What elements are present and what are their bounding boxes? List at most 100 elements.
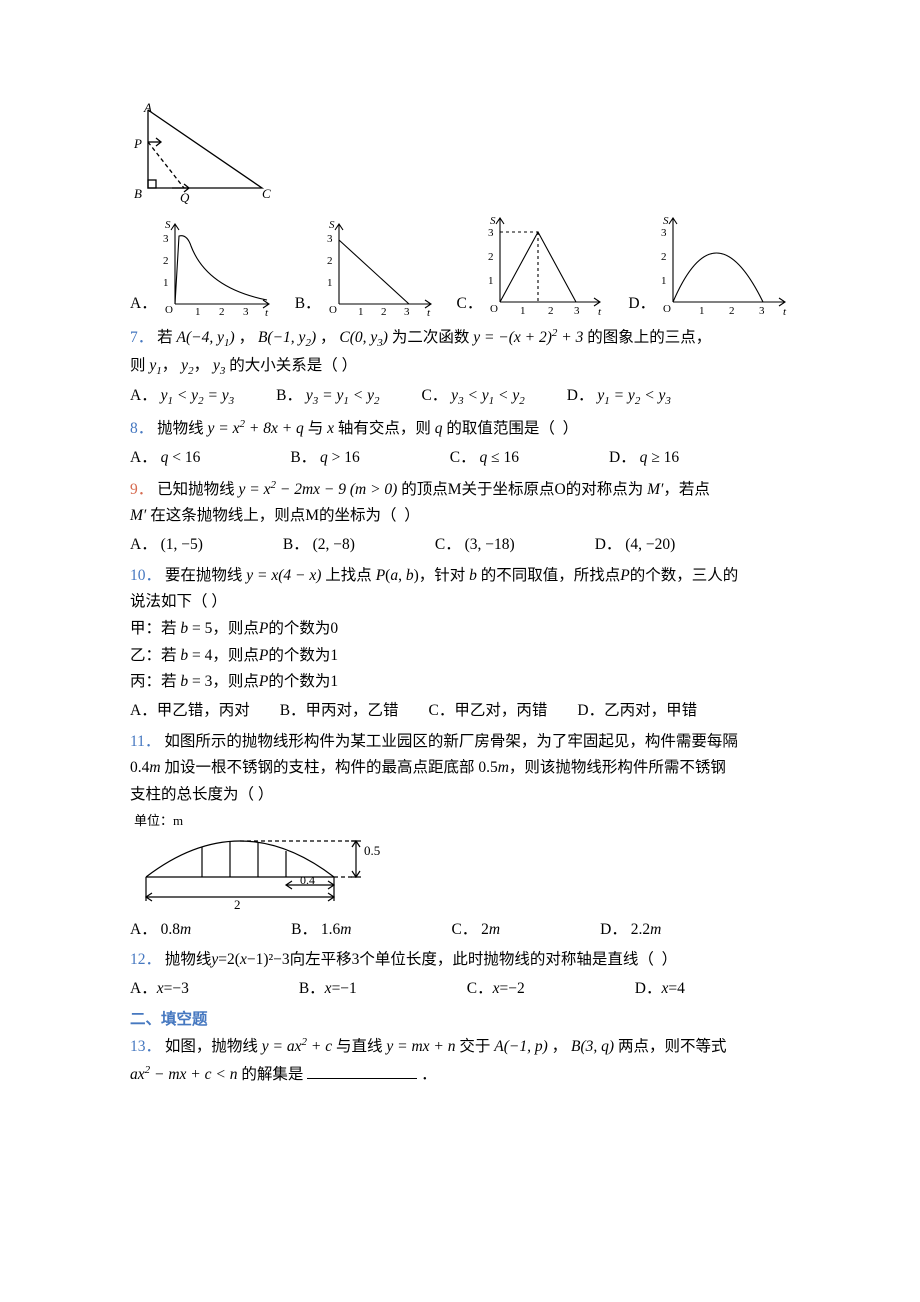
svg-text:O: O [663,303,671,315]
q7-B: B(−1, y2) [258,329,316,346]
graph-C: O 123 123 t S [482,212,610,318]
svg-text:1: 1 [163,277,169,289]
svg-text:1: 1 [661,275,667,287]
q11-unit-label: 单位：m [134,813,183,828]
q10-s1: 甲：若 b = 5，则点P的个数为0 [130,616,790,643]
svg-text:1: 1 [488,275,494,287]
q11-opt-D: D． 2.2m [600,917,661,944]
q7-text-2: 为二次函数 [392,329,473,346]
q8-opt-A: A． q < 16 [130,445,200,472]
q7-opt-A: A． y1 < y2 = y3 [130,383,234,411]
q11-line3: 支柱的总长度为（ ） [130,782,790,809]
svg-text:3: 3 [163,233,169,245]
q7-y3: y3 [213,357,225,374]
q9-func: y = x2 − 2mx − 9 (m > 0) [239,481,398,498]
svg-text:3: 3 [661,227,667,239]
svg-text:2: 2 [729,305,735,317]
q7-func: y = −(x + 2)2 + 3 [473,329,583,346]
q6-graph-row: A． O 123 123 t S B． [130,212,790,318]
q10: 10． 要在抛物线 y = x(4 − x) 上找点 P(a, b)，针对 b … [130,563,790,590]
q11-base-span: 2 [234,897,241,911]
q10-func: y = x(4 − x) [246,567,321,584]
q9: 9． 已知抛物线 y = x2 − 2mx − 9 (m > 0) 的顶点M关于… [130,476,790,504]
svg-text:3: 3 [404,306,410,318]
svg-text:3: 3 [488,227,494,239]
svg-text:S: S [165,219,171,231]
q13-text-4: 两点，则不等式 [618,1038,727,1055]
q8-text-1: 抛物线 [157,420,207,437]
q13-text-3: 交于 [459,1038,494,1055]
q8-options: A． q < 16 B． q > 16 C． q ≤ 16 D． q ≥ 16 [130,445,790,472]
svg-text:1: 1 [327,277,333,289]
q13-f1: y = ax2 + c [262,1038,332,1055]
q7-C: C(0, y3) [339,329,388,346]
svg-text:2: 2 [163,255,169,267]
opt-C-label: C． [457,291,483,318]
svg-text:1: 1 [699,305,705,317]
q12-options: A．x=−3 B．x=−1 C．x=−2 D．x=4 [130,976,790,1003]
q7-y1: y1 [149,357,161,374]
q11-opt-C: C． 2m [451,917,500,944]
label-Q: Q [180,190,190,205]
q7-text-1: 若 [157,329,176,346]
opt-B-label: B． [295,291,321,318]
svg-text:S: S [663,215,669,227]
q9-text-1: 已知抛物线 [157,481,238,498]
q12-opt-A: A．x=−3 [130,976,189,1003]
q13-blank [307,1064,417,1080]
label-P: P [133,136,142,151]
q10-text-2: 上找点 P(a, b)，针对 b 的不同取值，所找点P的个数，三人的 [325,567,738,584]
q13-A: A(−1, p) [494,1038,548,1055]
q11-num: 11． [130,733,160,750]
svg-text:t: t [598,306,602,318]
q7-sep2: ， [320,329,336,346]
svg-text:2: 2 [327,255,333,267]
q12-stem: 抛物线y=2(x−1)²−3向左平移3个单位长度，此时抛物线的对称轴是直线（ ） [165,951,677,968]
q13: 13． 如图，抛物线 y = ax2 + c 与直线 y = mx + n 交于… [130,1033,790,1061]
section-fill-blank: 二、填空题 [130,1007,790,1034]
q9-text-2: 的顶点M关于坐标原点O的对称点为 M′，若点 [401,481,710,498]
q12-num: 12． [130,951,161,968]
svg-text:2: 2 [219,306,225,318]
q13-line2: ax2 − mx + c < n 的解集是 ． [130,1061,790,1089]
q9-opt-B: B． (2, −8) [283,532,355,559]
opt-D-label: D． [628,291,655,318]
svg-text:t: t [783,306,787,318]
label-C: C [262,186,271,201]
q7-l2b: 的大小关系是（ ） [229,357,357,374]
graph-B: O 123 123 t S [321,216,439,318]
q10-num: 10． [130,567,161,584]
q10-s2: 乙：若 b = 4，则点P的个数为1 [130,643,790,670]
q10-options: A．甲乙错，丙对 B．甲丙对，乙错 C．甲乙对，丙错 D．乙丙对，甲错 [130,698,790,725]
q7: 7． 若 A(−4, y1) ， B(−1, y2) ， C(0, y3) 为二… [130,324,790,353]
svg-text:t: t [265,307,269,318]
q7-sep1: ， [239,329,255,346]
q9-options: A． (1, −5) B． (2, −8) C． (3, −18) D． (4,… [130,532,790,559]
svg-text:2: 2 [381,306,387,318]
q7-text-3: 的图象上的三点， [587,329,711,346]
q10-text-1: 要在抛物线 [165,567,246,584]
q7-line2: 则 y1， y2， y3 的大小关系是（ ） [130,353,790,381]
q13-text-2: 与直线 [336,1038,386,1055]
svg-text:3: 3 [327,233,333,245]
svg-text:3: 3 [759,305,765,317]
triangle-figure: A P B Q C [130,102,790,206]
svg-text:O: O [165,304,173,316]
q11-opt-A: A． 0.8m [130,917,191,944]
q9-line2: M′ 在这条抛物线上，则点M的坐标为（ ） [130,503,790,530]
q10-opt-B: B．甲丙对，乙错 [280,698,399,725]
q7-opt-D: D． y1 = y2 < y3 [567,383,671,411]
q13-sep: ， [552,1038,568,1055]
q8-func: y = x2 + 8x + q [208,420,304,437]
q9-num: 9． [130,481,153,498]
graph-A: O 123 123 t S [157,216,277,318]
svg-text:2: 2 [488,251,494,263]
q8-text-2: 与 x 轴有交点，则 q 的取值范围是（ ） [308,420,578,437]
q11: 11． 如图所示的抛物线形构件为某工业园区的新厂房骨架，为了牢固起见，构件需要每… [130,729,790,756]
q12-opt-C: C．x=−2 [467,976,525,1003]
q7-A: A(−4, y1) [177,329,235,346]
q11-figure: 单位：m [130,811,790,911]
svg-text:1: 1 [358,306,364,318]
q7-y2: y2 [181,357,193,374]
q10-opt-C: C．甲乙对，丙错 [429,698,548,725]
